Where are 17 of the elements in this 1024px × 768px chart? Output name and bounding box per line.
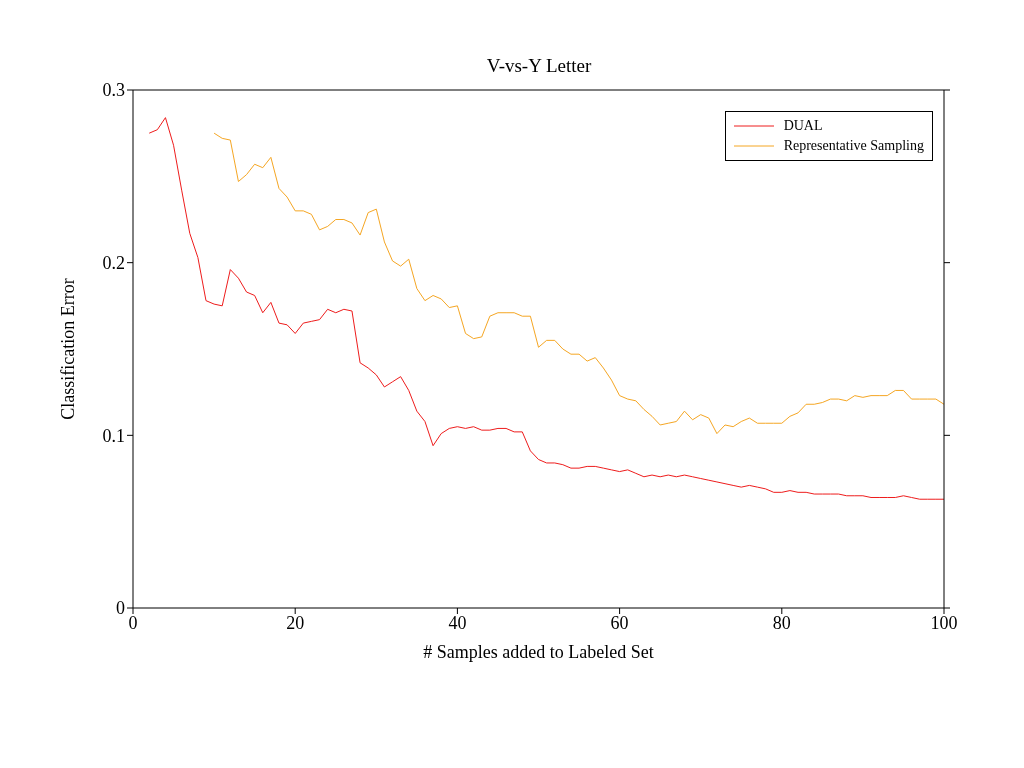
x-tick-label: 20 (286, 612, 305, 633)
y-axis-title: Classification Error (58, 278, 79, 420)
y-tick-label: 0.2 (102, 253, 125, 274)
y-tick-label: 0.3 (102, 80, 125, 101)
line-series (148, 117, 944, 500)
legend-label: Representative Sampling (783, 138, 924, 154)
x-tick-label: 100 (930, 612, 958, 633)
x-tick-label: 40 (448, 612, 467, 633)
x-axis-title: # Samples added to Labeled Set (423, 642, 654, 662)
x-tick-label: 0 (128, 612, 138, 633)
x-tick-label: 60 (610, 612, 629, 633)
y-tick-label: 0.1 (102, 425, 125, 446)
x-tick-label: 80 (772, 612, 791, 633)
y-tick-label: 0 (116, 598, 125, 619)
legend-label: DUAL (783, 118, 823, 134)
line-series (213, 132, 944, 435)
chart-title: V-vs-Y Letter (485, 55, 593, 77)
